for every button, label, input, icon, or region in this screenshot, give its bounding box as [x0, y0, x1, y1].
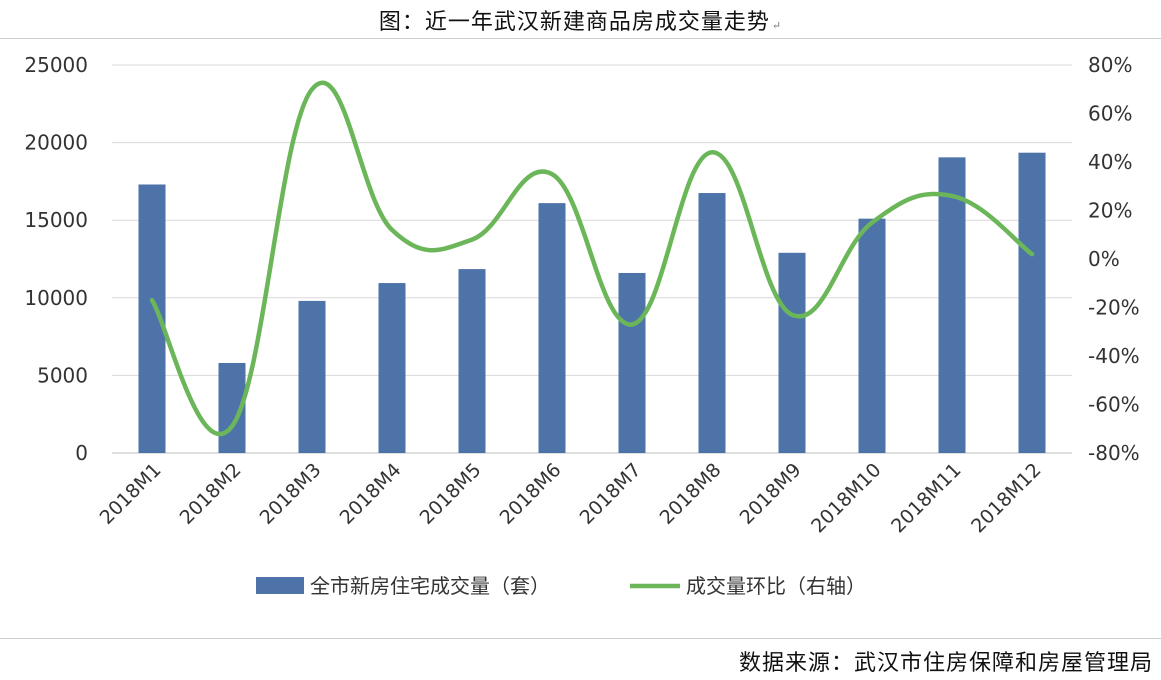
- x-tick-label: 2018M1: [96, 459, 166, 529]
- chart: 0 5000 10000 15000 20000 25000 -80% -60% -40% -2…: [24, 53, 1140, 598]
- right-tick-label: 0%: [1088, 247, 1120, 271]
- x-axis-ticks: 2018M1 2018M2 2018M3 2018M4 2018M5 2018M6 2018…: [96, 459, 1046, 537]
- legend: 全市新房住宅成交量（套） 成交量环比（右轴）: [256, 574, 866, 598]
- x-tick-label: 2018M8: [656, 459, 726, 529]
- legend-bar-swatch: [256, 577, 304, 594]
- right-tick-label: 20%: [1088, 199, 1132, 223]
- left-tick-label: 15000: [24, 208, 88, 232]
- right-tick-label: -20%: [1088, 296, 1140, 320]
- right-tick-label: -40%: [1088, 344, 1140, 368]
- right-tick-label: 80%: [1088, 53, 1132, 77]
- bar: [538, 203, 566, 453]
- x-tick-label: 2018M2: [176, 459, 246, 529]
- right-tick-label: -80%: [1088, 441, 1140, 465]
- left-tick-label: 0: [75, 441, 88, 465]
- bar: [1018, 152, 1046, 454]
- line-series: [149, 80, 1035, 437]
- legend-label-bars: 全市新房住宅成交量（套）: [310, 574, 550, 598]
- left-tick-label: 5000: [37, 363, 88, 387]
- left-tick-label: 25000: [24, 53, 88, 77]
- x-tick-label: 2018M7: [576, 459, 646, 529]
- return-mark: ↵: [771, 19, 783, 32]
- x-tick-label: 2018M10: [807, 459, 885, 537]
- bar: [698, 193, 726, 454]
- data-source: 数据来源：武汉市住房保障和房屋管理局: [738, 651, 1153, 676]
- bar: [458, 269, 486, 453]
- x-tick-label: 2018M12: [967, 459, 1045, 537]
- right-tick-label: -60%: [1088, 393, 1140, 417]
- bar: [618, 272, 646, 453]
- right-axis-ticks: -80% -60% -40% -20% 0% 20% 40% 60% 80%: [1088, 53, 1140, 465]
- x-tick-label: 2018M4: [336, 459, 406, 529]
- x-tick-label: 2018M9: [736, 459, 806, 529]
- bottom-divider: [0, 638, 1161, 639]
- grid-lines: [112, 64, 1072, 454]
- bar: [298, 300, 326, 453]
- left-axis-ticks: 0 5000 10000 15000 20000 25000: [24, 53, 88, 465]
- bar: [378, 283, 406, 453]
- bar: [858, 218, 886, 453]
- legend-label-line: 成交量环比（右轴）: [686, 574, 866, 598]
- x-tick-label: 2018M5: [416, 459, 486, 529]
- right-tick-label: 40%: [1088, 150, 1132, 174]
- x-tick-label: 2018M6: [496, 459, 566, 529]
- line-path: [149, 80, 1035, 437]
- chart-title: 图：近一年武汉新建商品房成交量走势 ↵: [0, 4, 1161, 36]
- right-tick-label: 60%: [1088, 102, 1132, 126]
- left-tick-label: 20000: [24, 131, 88, 155]
- bar: [778, 252, 806, 453]
- x-tick-label: 2018M3: [256, 459, 326, 529]
- bar: [938, 157, 966, 453]
- left-tick-label: 10000: [24, 286, 88, 310]
- top-divider: [0, 38, 1161, 39]
- bar-series: [138, 152, 1046, 454]
- chart-title-text: 图：近一年武汉新建商品房成交量走势: [378, 10, 770, 35]
- x-tick-label: 2018M11: [887, 459, 965, 537]
